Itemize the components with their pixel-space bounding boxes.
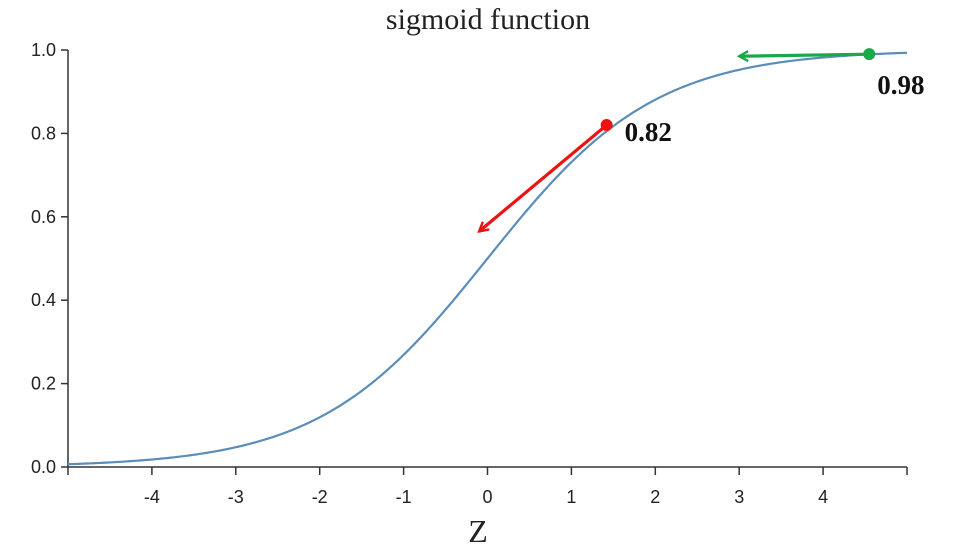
y-tick-label: 0.8 bbox=[31, 123, 56, 143]
x-tick-label: 4 bbox=[818, 487, 828, 507]
x-tick-label: 1 bbox=[566, 487, 576, 507]
x-tick-label: -3 bbox=[228, 487, 244, 507]
x-tick-label: 0 bbox=[482, 487, 492, 507]
sigmoid-curve-line bbox=[67, 51, 908, 466]
y-tick-label: 0.4 bbox=[31, 290, 56, 310]
x-axis: -4 -3 -2 -1 0 1 2 3 4 bbox=[67, 466, 908, 507]
annotation-arrow bbox=[479, 123, 608, 231]
annotation-point bbox=[863, 48, 876, 61]
x-tick-label: -2 bbox=[312, 487, 328, 507]
annotation-label: 0.98 bbox=[877, 70, 924, 100]
x-tick-label: 2 bbox=[650, 487, 660, 507]
x-tick-label: -4 bbox=[144, 487, 160, 507]
y-axis: 0.0 0.2 0.4 0.6 0.8 1.0 bbox=[31, 40, 69, 477]
y-tick-label: 0.0 bbox=[31, 457, 56, 477]
annotation-label: 0.82 bbox=[625, 117, 672, 147]
x-tick-label: -1 bbox=[396, 487, 412, 507]
y-tick-label: 0.6 bbox=[31, 207, 56, 227]
annotation-arrow bbox=[739, 54, 870, 56]
chart-title: sigmoid function bbox=[386, 3, 590, 36]
y-tick-label: 0.2 bbox=[31, 374, 56, 394]
annotations: 0.82 0.98 bbox=[479, 48, 924, 231]
annotation-point bbox=[600, 119, 613, 132]
x-axis-label: Z bbox=[468, 513, 488, 549]
y-tick-label: 1.0 bbox=[31, 40, 56, 60]
x-tick-label: 3 bbox=[734, 487, 744, 507]
